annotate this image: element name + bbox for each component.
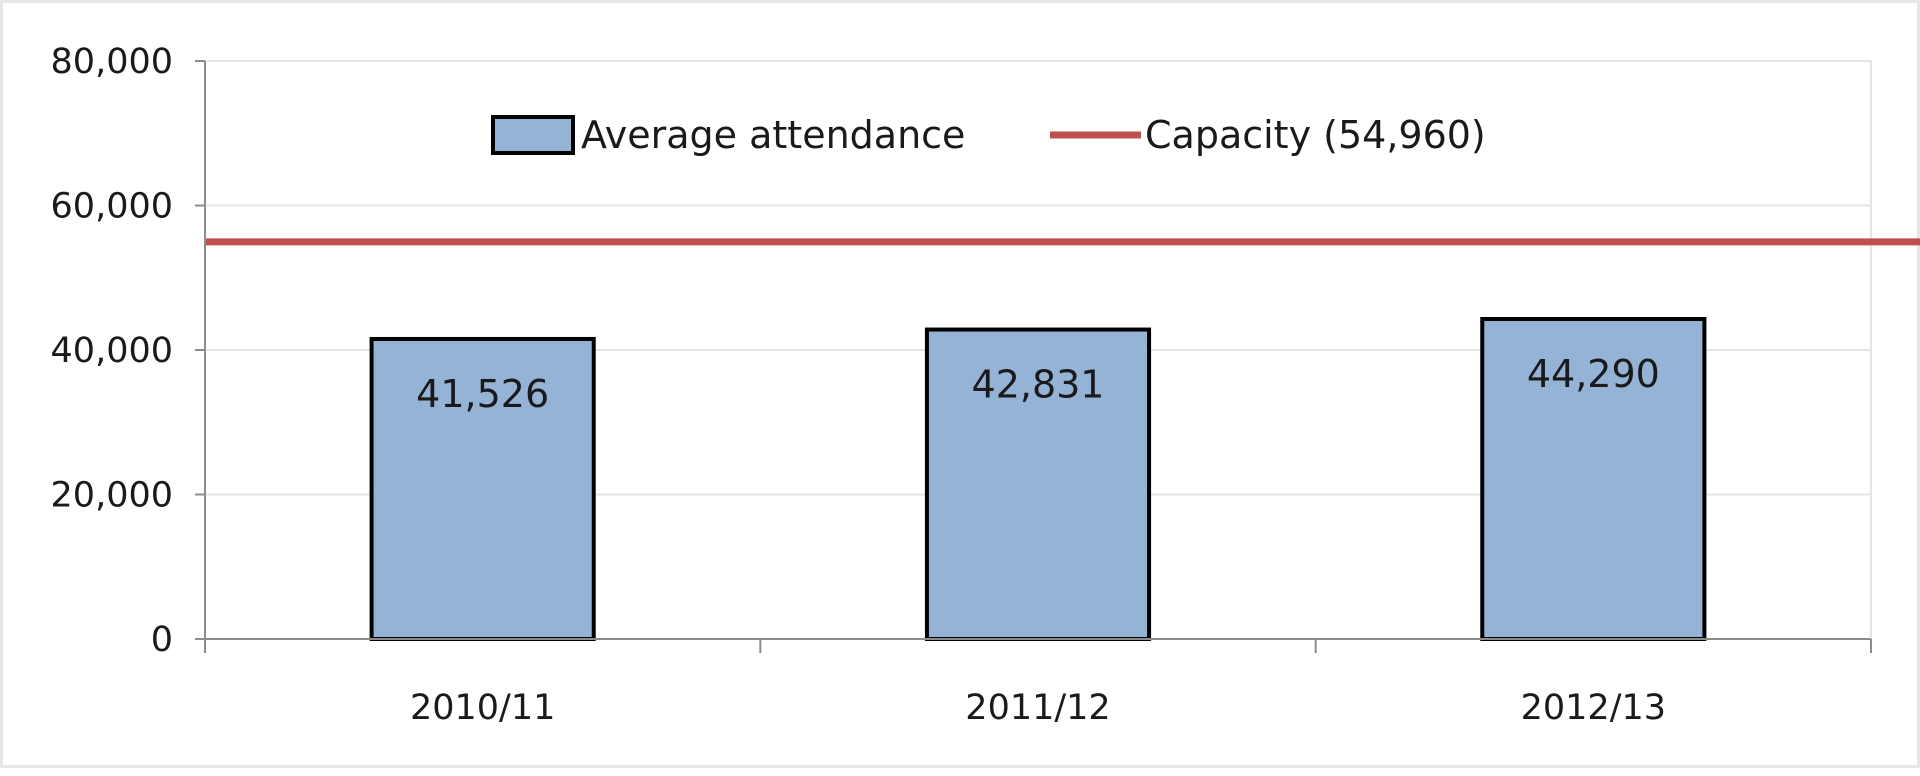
- x-label-2011/12: 2011/12: [965, 688, 1110, 728]
- bar-data-labels: 41,526 42,831 44,290: [416, 352, 1660, 416]
- legend-label-average-attendance: Average attendance: [581, 113, 965, 157]
- legend-label-capacity: Capacity (54,960): [1145, 113, 1486, 157]
- y-tick-label-20000: 20,000: [51, 476, 173, 516]
- legend-swatch-average-attendance: [491, 115, 575, 155]
- bar-label-2010/11: 41,526: [416, 372, 549, 416]
- y-tick-labels: 0 20,000 40,000 60,000 80,000: [51, 42, 173, 660]
- y-tick-label-60000: 60,000: [51, 187, 173, 227]
- x-label-2010/11: 2010/11: [410, 688, 555, 728]
- x-category-labels: 2010/11 2011/12 2012/13: [410, 688, 1666, 728]
- bar-2012/13: [1480, 317, 1707, 641]
- y-tick-label-80000: 80,000: [51, 42, 173, 82]
- y-tick-label-0: 0: [151, 620, 173, 660]
- axes: [195, 60, 1872, 653]
- y-tick-label-40000: 40,000: [51, 331, 173, 371]
- legend: Average attendance Capacity (54,960): [491, 113, 1486, 157]
- bar-2010/11: [369, 336, 596, 641]
- bar-label-2012/13: 44,290: [1527, 352, 1660, 396]
- attendance-chart: 0 20,000 40,000 60,000 80,000 2010/11 2011/12…: [51, 42, 1920, 728]
- x-label-2012/13: 2012/13: [1521, 688, 1666, 728]
- bar-label-2011/12: 42,831: [972, 363, 1105, 407]
